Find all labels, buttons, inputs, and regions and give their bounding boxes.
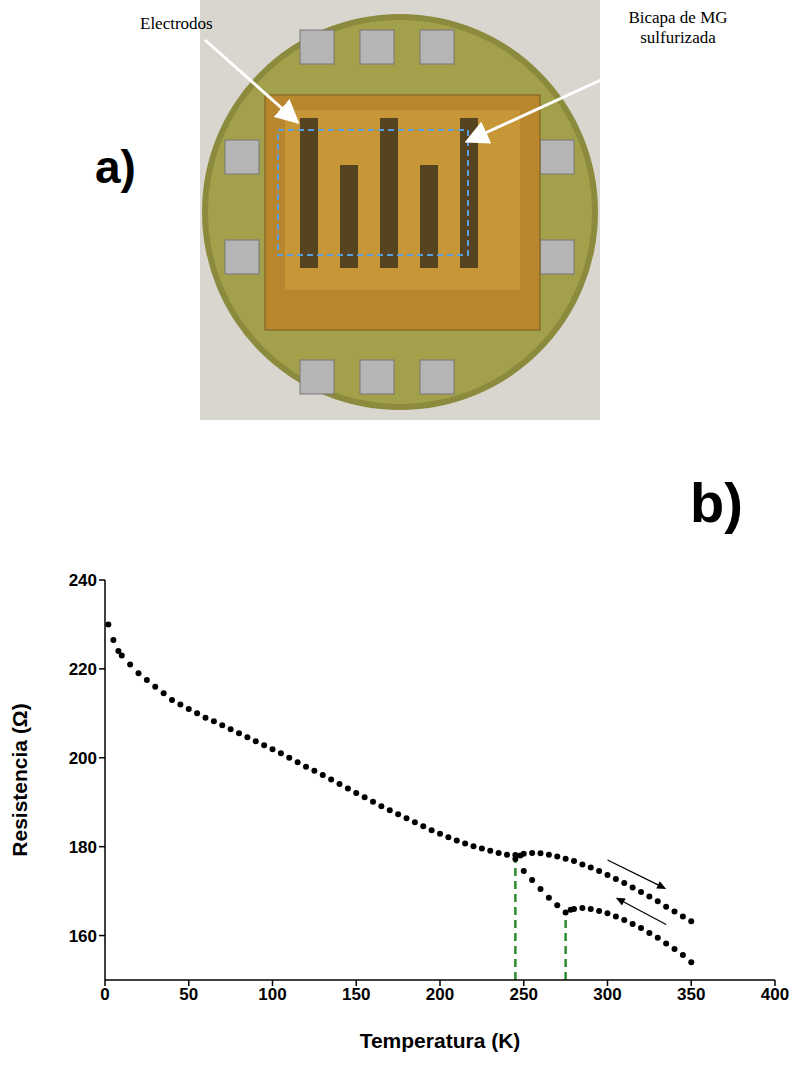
svg-text:200: 200 — [69, 749, 97, 768]
html-text:b): b) — [690, 471, 743, 534]
svg-text:180: 180 — [69, 838, 97, 857]
svg-text:200: 200 — [426, 985, 454, 1004]
svg-text:400: 400 — [761, 985, 789, 1004]
svg-text:220: 220 — [69, 660, 97, 679]
svg-text:100: 100 — [258, 985, 286, 1004]
html-text:Bicapa de MG sulfurizada: Bicapa de MG sulfurizada — [628, 8, 728, 47]
html-text:a): a) — [95, 141, 136, 193]
svg-text:Temperatura (K): Temperatura (K) — [360, 1029, 521, 1052]
svg-text:350: 350 — [677, 985, 705, 1004]
svg-text:150: 150 — [342, 985, 370, 1004]
svg-text:Resistencia (Ω): Resistencia (Ω) — [8, 703, 31, 856]
svg-text:240: 240 — [69, 571, 97, 590]
svg-text:300: 300 — [593, 985, 621, 1004]
svg-text:160: 160 — [69, 927, 97, 946]
html-text:Electrodos: Electrodos — [140, 14, 213, 33]
svg-text:250: 250 — [510, 985, 538, 1004]
svg-text:50: 50 — [179, 985, 198, 1004]
svg-text:0: 0 — [100, 985, 109, 1004]
